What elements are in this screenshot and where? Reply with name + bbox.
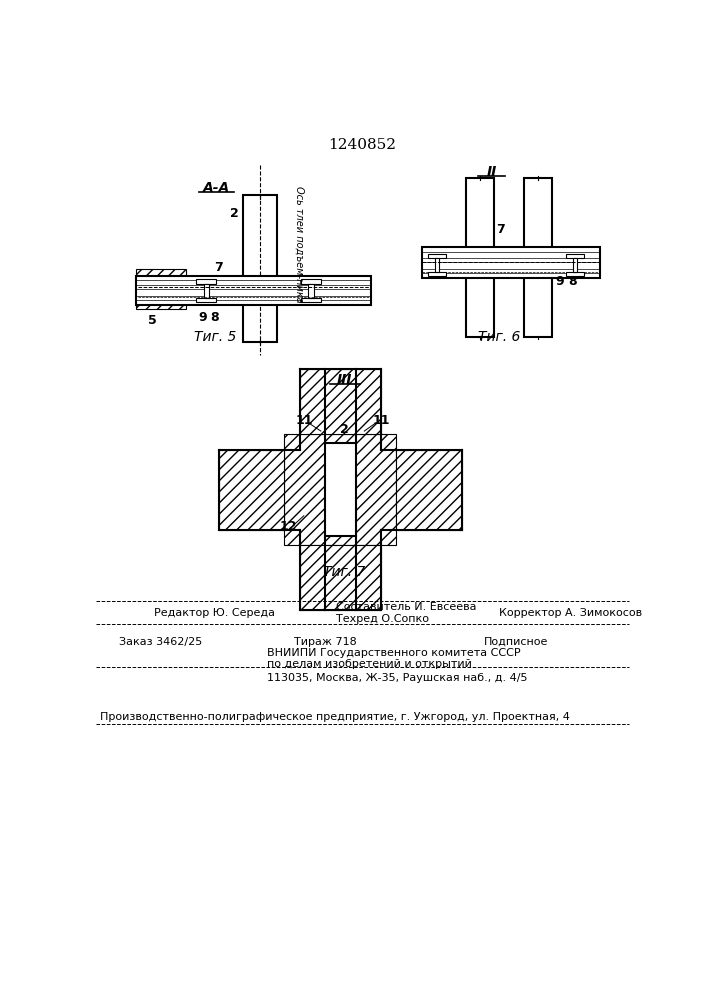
Bar xyxy=(573,258,578,272)
Bar xyxy=(308,284,314,298)
Bar xyxy=(396,450,462,530)
Text: Подписное: Подписное xyxy=(484,637,548,647)
Bar xyxy=(428,272,446,276)
Bar xyxy=(300,369,380,434)
Bar xyxy=(460,249,500,276)
Text: 2: 2 xyxy=(340,423,349,436)
Bar xyxy=(466,178,493,337)
Text: Техред О.Сопко: Техред О.Сопко xyxy=(337,614,429,624)
Bar xyxy=(300,279,321,284)
Text: III: III xyxy=(337,373,352,387)
Text: 11: 11 xyxy=(373,414,390,427)
Text: 7: 7 xyxy=(214,261,223,274)
Text: 8: 8 xyxy=(568,275,577,288)
Text: 11: 11 xyxy=(295,414,312,427)
Text: 5: 5 xyxy=(148,314,156,327)
Text: Заказ 3462/25: Заказ 3462/25 xyxy=(119,637,203,647)
Bar xyxy=(196,298,216,302)
Text: ВНИИПИ Государственного комитета СССР: ВНИИПИ Государственного комитета СССР xyxy=(267,648,520,658)
Bar xyxy=(204,284,209,298)
Bar xyxy=(284,434,396,545)
Text: Τиг. 5: Τиг. 5 xyxy=(194,330,236,344)
Text: Ось тлеи подъем-ника: Ось тлеи подъем-ника xyxy=(294,186,304,303)
Text: 9: 9 xyxy=(199,311,207,324)
Text: 9: 9 xyxy=(555,275,564,288)
Text: 7: 7 xyxy=(496,223,505,236)
Bar xyxy=(566,254,585,258)
Bar xyxy=(243,195,277,342)
Text: по делам изобретений и открытий: по делам изобретений и открытий xyxy=(267,659,472,669)
Bar xyxy=(524,178,552,337)
Text: Тираж 718: Тираж 718 xyxy=(293,637,356,647)
Text: 2: 2 xyxy=(230,207,239,220)
Text: Составитель И. Евсеева: Составитель И. Евсеева xyxy=(337,602,477,612)
Text: 1240852: 1240852 xyxy=(328,138,396,152)
Bar xyxy=(518,249,557,276)
Text: 8: 8 xyxy=(211,311,219,324)
Text: A-A: A-A xyxy=(203,181,230,195)
Text: II: II xyxy=(486,165,496,179)
Bar xyxy=(435,258,440,272)
Bar xyxy=(136,269,186,309)
Bar xyxy=(428,254,446,258)
Text: Редактор Ю. Середа: Редактор Ю. Середа xyxy=(154,608,275,618)
Bar xyxy=(566,272,585,276)
Text: 113035, Москва, Ж-35, Раушская наб., д. 4/5: 113035, Москва, Ж-35, Раушская наб., д. … xyxy=(267,673,527,683)
Text: Τиг. 7: Τиг. 7 xyxy=(323,565,366,579)
Bar xyxy=(325,443,356,536)
Bar xyxy=(421,247,600,278)
Bar xyxy=(136,276,371,305)
Bar xyxy=(196,279,216,284)
Text: Τиг. 6: Τиг. 6 xyxy=(478,330,520,344)
Bar xyxy=(300,545,380,610)
Bar xyxy=(300,298,321,302)
Bar xyxy=(218,450,284,530)
Text: Корректор А. Зимокосов: Корректор А. Зимокосов xyxy=(499,608,642,618)
Text: Производственно-полиграфическое предприятие, г. Ужгород, ул. Проектная, 4: Производственно-полиграфическое предприя… xyxy=(100,712,570,722)
Text: 12: 12 xyxy=(279,520,297,533)
